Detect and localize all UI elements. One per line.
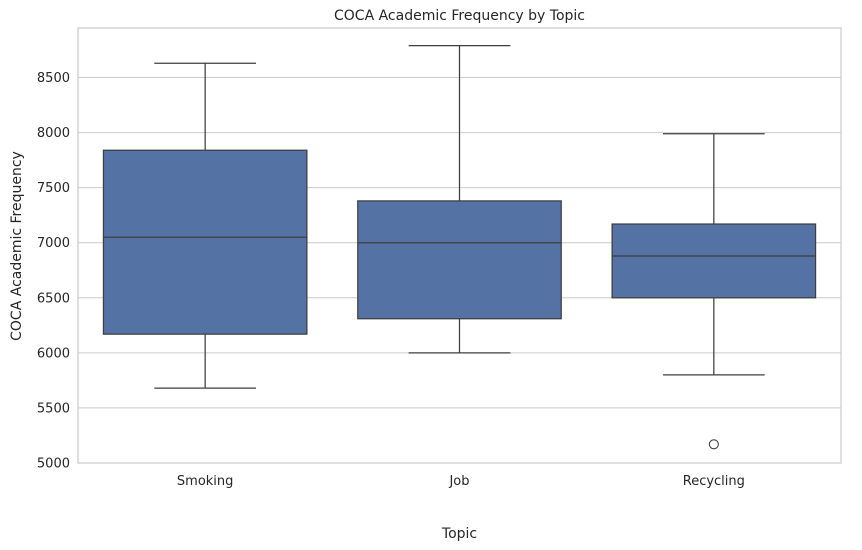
y-tick-label: 6500 <box>37 291 70 306</box>
y-tick-label: 5500 <box>37 401 70 416</box>
iqr-box <box>357 200 562 320</box>
x-tick-label: Job <box>448 474 469 489</box>
y-tick-label: 7000 <box>37 236 70 251</box>
x-axis-label: Topic <box>441 526 477 542</box>
y-tick-label: 8000 <box>37 126 70 141</box>
chart-title: COCA Academic Frequency by Topic <box>334 8 585 24</box>
x-tick-label: Smoking <box>177 474 234 489</box>
x-tick-label: Recycling <box>683 474 745 489</box>
iqr-box <box>102 149 308 335</box>
box-recycling <box>611 133 817 450</box>
boxes <box>102 44 817 450</box>
box-job <box>357 44 562 354</box>
y-tick-label: 5000 <box>37 457 70 472</box>
iqr-box <box>611 223 817 299</box>
y-tick-labels: 5000 5500 6000 6500 7000 7500 8000 8500 <box>37 71 70 471</box>
outlier-point <box>708 439 719 450</box>
plot-frame <box>77 27 842 464</box>
y-tick-label: 7500 <box>37 181 70 196</box>
y-axis-label: COCA Academic Frequency <box>9 151 25 341</box>
y-tick-label: 6000 <box>37 346 70 361</box>
x-tick-labels: Smoking Job Recycling <box>177 474 745 489</box>
y-tick-label: 8500 <box>37 71 70 86</box>
box-smoking <box>102 62 308 389</box>
